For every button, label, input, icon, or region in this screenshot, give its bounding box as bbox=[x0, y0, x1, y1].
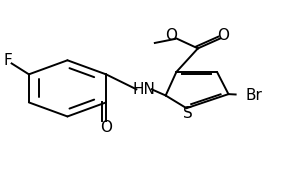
Text: O: O bbox=[165, 28, 177, 43]
Text: O: O bbox=[100, 120, 112, 135]
Text: O: O bbox=[217, 28, 229, 43]
Text: Br: Br bbox=[246, 89, 262, 103]
Text: S: S bbox=[183, 106, 193, 121]
Text: F: F bbox=[4, 53, 12, 68]
Text: HN: HN bbox=[132, 82, 155, 97]
